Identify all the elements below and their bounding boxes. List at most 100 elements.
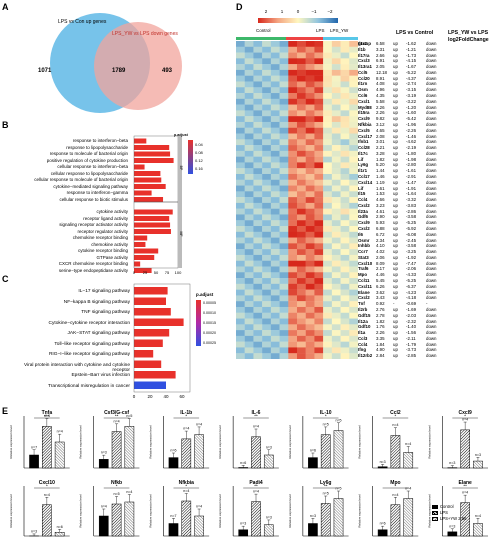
heatmap-cell	[253, 283, 263, 290]
gene-name: Cxcl2	[358, 295, 370, 301]
go-bar	[134, 222, 171, 228]
qpcr-chart-title: Csf3/G-csf	[104, 410, 129, 416]
qpcr-bar	[320, 434, 331, 469]
gene-name: Il13ra1	[358, 64, 372, 70]
fc-lpsyw-vs-lps: -3.19	[406, 93, 417, 99]
heatmap-cell	[349, 347, 358, 354]
qpcr-chart-title: Ccl2	[390, 410, 401, 416]
gene-name: Stat3	[358, 254, 369, 260]
heatmap-cell	[236, 133, 245, 140]
heatmap-cell	[323, 127, 333, 134]
heatmap-cell	[262, 353, 272, 359]
heatmap-cell	[323, 69, 333, 76]
dir-lps-vs-control: up	[393, 197, 398, 203]
qpcr-n-label: n=4	[57, 430, 63, 434]
heatmap-cell	[323, 341, 333, 348]
heatmap-cell	[244, 272, 254, 279]
heatmap-cell	[340, 254, 350, 261]
heatmap-cell	[297, 46, 306, 53]
heatmap-cell	[262, 81, 272, 88]
kegg-term-label: Viral protein interaction with cytokine …	[23, 362, 130, 373]
heatmap-cell	[279, 214, 289, 221]
heatmap-cell	[244, 191, 254, 198]
qpcr-n-label: n=4	[126, 490, 132, 494]
heatmap-cell	[288, 121, 298, 128]
heatmap-cell	[297, 191, 306, 198]
gene-row: Ifnb1 3.01 up -4.62 down	[358, 139, 494, 145]
heatmap-cell	[331, 318, 341, 325]
heatmap-cell	[340, 231, 350, 238]
qpcr-chart-Nfkbia: Nfkbia Relative expression level n=7 n=4 n=4…	[148, 480, 210, 537]
heatmap-cell	[297, 341, 306, 348]
heatmap-cell	[297, 145, 306, 152]
fc-lps-vs-control: 4.46	[376, 272, 385, 278]
go-bar	[134, 164, 145, 170]
heatmap-cell	[253, 208, 263, 215]
gene-row: Il12a 1.82 up -2.32 down	[358, 319, 494, 325]
heatmap-cell	[270, 266, 280, 273]
gene-row: Il12rb2 2.84 up -2.85 down	[358, 353, 494, 359]
heatmap-cell	[331, 330, 341, 337]
gene-name: Il2rb	[358, 306, 368, 312]
qpcr-chart-Mpo: Mpo Relative expression level n=6 n=4 n=4 *	[358, 480, 419, 537]
heatmap-cell	[288, 156, 298, 163]
heatmap-cell	[279, 46, 289, 53]
heatmap-cell	[288, 197, 298, 204]
heatmap-cell	[262, 173, 272, 180]
mf-strip	[178, 202, 182, 268]
heatmap-cell	[331, 254, 341, 261]
dir-lpsyw-vs-lps: down	[426, 64, 437, 70]
qpcr-n-label: n=3	[31, 529, 37, 533]
dir-lpsyw-vs-lps: down	[426, 197, 437, 203]
fc-lpsyw-vs-lps: -3.15	[406, 87, 417, 93]
gene-row: Stat3 2.06 up -1.92 down	[358, 255, 494, 261]
heatmap-cell	[331, 266, 341, 273]
heatmap-cell	[297, 278, 306, 285]
heatmap-cell	[288, 347, 298, 354]
heatmap-cell	[314, 116, 324, 123]
heatmap-cell	[314, 69, 324, 76]
heatmap-cell	[236, 185, 245, 192]
qpcr-sig-stars: *	[395, 414, 397, 419]
heatmap-cell	[236, 260, 245, 267]
kegg-bar	[134, 297, 166, 305]
panel-b-letter: B	[2, 120, 9, 130]
dir-lps-vs-control: up	[393, 318, 398, 324]
group-row-label: group	[358, 41, 372, 46]
heatmap-cell	[236, 231, 245, 238]
dir-lps-vs-control: up	[393, 266, 398, 272]
heatmap-cell	[314, 46, 324, 53]
heatmap-cell	[297, 214, 306, 221]
fc-lps-vs-control: 0.92	[376, 301, 385, 307]
heatmap-cell	[262, 139, 272, 146]
heatmap-cell	[253, 168, 263, 175]
heatmap-cell	[270, 283, 280, 290]
heatmap-cell	[323, 272, 333, 279]
heatmap-cell	[349, 272, 358, 279]
kegg-term-label: Epstein−Barr virus infection	[71, 373, 130, 378]
gene-row: Il23a 4.61 up -2.86 down	[358, 209, 494, 215]
heatmap-cell	[340, 266, 350, 273]
heatmap-cell	[279, 237, 289, 244]
qpcr-bar	[54, 441, 65, 469]
heatmap-cell	[323, 139, 333, 146]
gene-name: Gdf15	[358, 312, 371, 318]
heatmap-cell	[331, 231, 341, 238]
heatmap-cell	[244, 260, 254, 267]
heatmap-cell	[288, 116, 298, 123]
heatmap-cell	[262, 208, 272, 215]
heatmap-cell	[288, 191, 298, 198]
heatmap-cell	[288, 173, 298, 180]
heatmap-cell	[279, 162, 289, 169]
heatmap-cell	[253, 272, 263, 279]
heatmap-cell	[314, 335, 324, 342]
fc-lpsyw-vs-lps: -1.80	[406, 150, 417, 156]
heatmap-cell	[244, 237, 254, 244]
heatmap-cell	[288, 278, 298, 285]
heatmap-cell	[340, 46, 350, 53]
heatmap-cell	[279, 139, 289, 146]
heatmap-cell	[349, 208, 358, 215]
qpcr-bar	[168, 457, 179, 469]
heatmap-cell	[305, 98, 315, 105]
heatmap-cell	[297, 283, 306, 290]
